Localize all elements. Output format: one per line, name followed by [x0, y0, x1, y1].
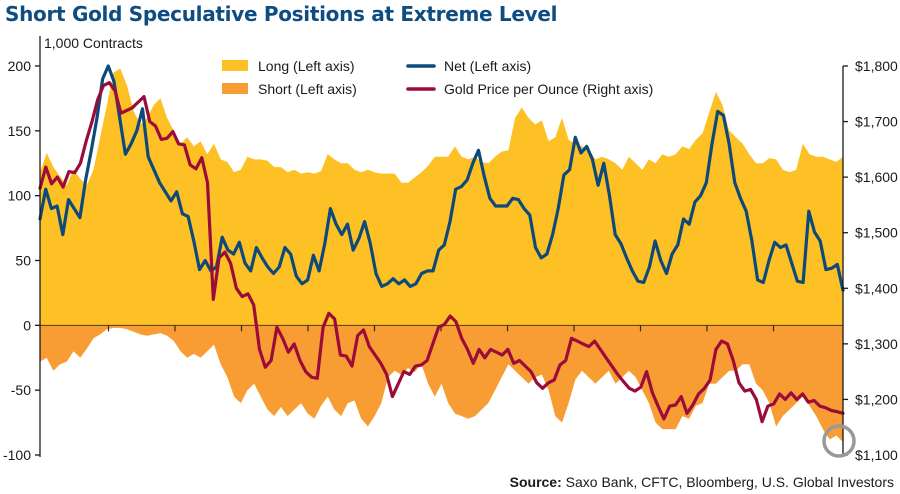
- gold-line: [38, 81, 845, 424]
- right-tick-label: $1,700: [855, 114, 898, 130]
- axes: 200 150 100 50 0 -50 -100 $1,800 $1,700 $1,600 $1,…: [3, 36, 898, 463]
- left-tick-label: -50: [11, 382, 31, 398]
- left-tick-label: 50: [15, 253, 31, 269]
- left-axis-unit-label: 1,000 Contracts: [44, 35, 143, 51]
- right-tick-label: $1,800: [855, 58, 898, 74]
- right-tick-label: $1,200: [855, 391, 898, 407]
- short-area: [40, 325, 843, 442]
- source-note: Source: Saxo Bank, CFTC, Bloomberg, U.S.…: [510, 474, 894, 490]
- highlight-circle: [822, 424, 856, 458]
- source-label: Source:: [509, 474, 562, 490]
- right-tick-label: $1,500: [855, 225, 898, 241]
- annotation-layer: [822, 424, 856, 458]
- chart-title: Short Gold Speculative Positions at Extr…: [5, 2, 558, 26]
- long-area: [40, 68, 843, 326]
- right-tick-label: $1,400: [855, 280, 898, 296]
- left-tick-label: -100: [3, 447, 31, 463]
- area-layer: [40, 68, 843, 442]
- right-tick-label: $1,600: [855, 169, 898, 185]
- right-tick-label: $1,100: [855, 447, 898, 463]
- left-tick-label: 100: [8, 188, 32, 204]
- legend: Long (Left axis) Short (Left axis) Net (Le…: [222, 58, 653, 97]
- left-tick-label: 200: [8, 58, 32, 74]
- long-legend-swatch: [222, 60, 248, 71]
- net-legend-label: Net (Left axis): [444, 58, 531, 74]
- long-legend-label: Long (Left axis): [258, 58, 355, 74]
- short-legend-label: Short (Left axis): [258, 81, 357, 97]
- short-legend-swatch: [222, 83, 248, 94]
- right-tick-label: $1,300: [855, 336, 898, 352]
- source-text: Saxo Bank, CFTC, Bloomberg, U.S. Global …: [565, 474, 894, 490]
- gold-legend-label: Gold Price per Ounce (Right axis): [444, 81, 653, 97]
- net-line: [38, 64, 845, 292]
- left-tick-label: 0: [23, 317, 31, 333]
- left-tick-label: 150: [8, 123, 32, 139]
- line-layer: [38, 64, 845, 424]
